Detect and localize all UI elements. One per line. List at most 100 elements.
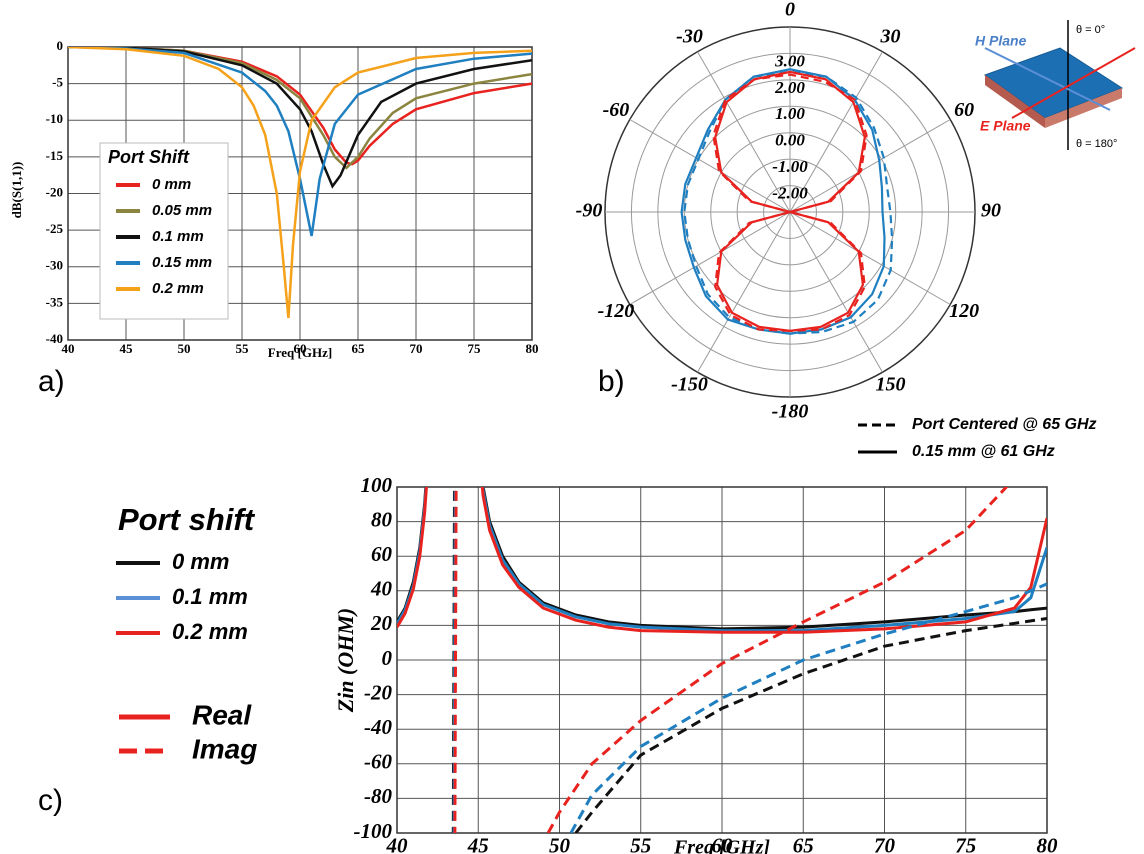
x-tick-label: 65 xyxy=(352,341,366,356)
grid-spoke xyxy=(789,211,951,305)
legend-label: Port Centered @ 65 GHz xyxy=(912,416,1097,433)
e-plane-arrow xyxy=(1011,47,1136,119)
grid-spoke xyxy=(697,211,791,373)
theta-tick-label: -120 xyxy=(598,300,635,322)
series-line xyxy=(680,68,886,335)
legend-label: 0.1 mm xyxy=(172,584,248,609)
y-tick-label: -80 xyxy=(364,784,392,808)
grid-spoke xyxy=(697,51,791,213)
r-tick-label: -2.00 xyxy=(772,183,808,202)
legend-label: Real xyxy=(192,699,252,730)
x-tick-label: 50 xyxy=(178,341,191,356)
grid-spoke xyxy=(629,119,791,213)
theta-tick-label: -180 xyxy=(772,401,809,423)
annotation: θ = 180° xyxy=(1076,138,1117,150)
x-tick-label: 70 xyxy=(410,341,423,356)
y-tick-label: -30 xyxy=(46,258,63,273)
theta-tick-label: -60 xyxy=(603,99,630,121)
legend-label: 0.05 mm xyxy=(152,202,212,219)
plot-frame xyxy=(67,46,533,341)
legend-label: 0 mm xyxy=(172,549,229,574)
theta-tick-label: -150 xyxy=(671,374,708,396)
x-axis-label: Freq [GHz] xyxy=(673,837,770,854)
x-tick-label: 45 xyxy=(120,341,134,356)
series-line xyxy=(453,487,1009,833)
x-tick-label: 55 xyxy=(630,833,651,854)
y-tick-label: 60 xyxy=(371,542,393,566)
theta-tick-label: 60 xyxy=(954,99,974,121)
plot-frame xyxy=(396,486,1048,834)
grid-spoke xyxy=(629,211,791,305)
theta-tick-label: 150 xyxy=(876,374,906,396)
legend-label: 0.1 mm xyxy=(152,228,204,245)
x-tick-label: 60 xyxy=(712,833,734,854)
panel-label: a) xyxy=(38,365,65,398)
r-tick-label: -1.00 xyxy=(772,157,808,176)
legend-title: Port shift xyxy=(118,502,256,537)
x-tick-label: 70 xyxy=(874,833,896,854)
legend-title: Port Shift xyxy=(108,147,190,167)
y-axis-label: Zin (OHM) xyxy=(333,608,358,714)
grid-spoke xyxy=(789,51,883,213)
y-tick-label: -35 xyxy=(46,294,64,309)
y-tick-label: -100 xyxy=(354,819,393,843)
legend-label: Imag xyxy=(192,733,257,764)
y-tick-label: -25 xyxy=(46,221,64,236)
h-plane-arrow xyxy=(984,47,1111,111)
x-tick-label: 75 xyxy=(955,833,976,854)
x-tick-label: 55 xyxy=(236,341,250,356)
x-tick-label: 80 xyxy=(526,341,539,356)
x-tick-label: 80 xyxy=(1037,833,1059,854)
x-tick-label: 60 xyxy=(294,341,307,356)
series-line xyxy=(397,487,1047,634)
series-line xyxy=(683,70,894,335)
y-tick-label: -15 xyxy=(46,148,64,163)
series-line xyxy=(714,70,866,333)
y-tick-label: 40 xyxy=(370,577,393,601)
legend-label: 0.15 mm xyxy=(152,254,212,271)
y-tick-label: -20 xyxy=(364,680,392,704)
x-tick-label: 50 xyxy=(549,833,571,854)
x-tick-label: 45 xyxy=(467,833,489,854)
y-tick-label: -60 xyxy=(364,750,392,774)
slab-side xyxy=(1045,88,1122,128)
inset-diagram: H Plane E Plane θ = 0° θ = 180° xyxy=(975,20,1136,150)
series-line xyxy=(68,47,532,319)
y-axis-label: dB(S(1,1)) xyxy=(9,162,24,219)
r-tick-label: 2.00 xyxy=(774,78,805,97)
y-tick-label: -20 xyxy=(46,184,63,199)
x-tick-label: 75 xyxy=(468,341,482,356)
y-tick-label: -5 xyxy=(52,75,63,90)
r-tick-label: 1.00 xyxy=(775,104,805,123)
r-tick-label: 0.00 xyxy=(775,131,805,150)
theta-tick-label: -90 xyxy=(576,200,603,222)
y-tick-label: 0 xyxy=(57,38,64,53)
r-tick-label: 3.00 xyxy=(774,51,805,70)
x-tick-label: 40 xyxy=(62,341,75,356)
x-tick-label: 65 xyxy=(793,833,814,854)
series-line xyxy=(712,73,868,333)
grid-spoke xyxy=(789,119,951,213)
annotation: E Plane xyxy=(980,118,1031,134)
theta-tick-label: 90 xyxy=(981,200,1001,222)
theta-tick-label: 120 xyxy=(949,300,979,322)
y-tick-label: 0 xyxy=(382,646,393,670)
y-tick-label: -40 xyxy=(364,715,392,739)
annotation: H Plane xyxy=(975,33,1027,49)
slab-side xyxy=(985,75,1045,128)
legend-label: 0 mm xyxy=(152,176,191,193)
y-tick-label: 100 xyxy=(361,473,393,497)
panel-label: c) xyxy=(38,784,63,817)
theta-tick-label: 30 xyxy=(880,26,901,48)
y-tick-label: -10 xyxy=(46,111,63,126)
theta-tick-label: -30 xyxy=(676,26,703,48)
legend-label: 0.15 mm @ 61 GHz xyxy=(912,443,1055,460)
y-tick-label: 80 xyxy=(371,507,393,531)
y-tick-label: 20 xyxy=(370,611,393,635)
x-tick-label: 40 xyxy=(386,833,409,854)
y-tick-label: -40 xyxy=(46,331,63,346)
legend-label: 0.2 mm xyxy=(172,619,248,644)
x-axis-label: Freq [GHz] xyxy=(268,345,332,360)
grid-spoke xyxy=(789,211,883,373)
